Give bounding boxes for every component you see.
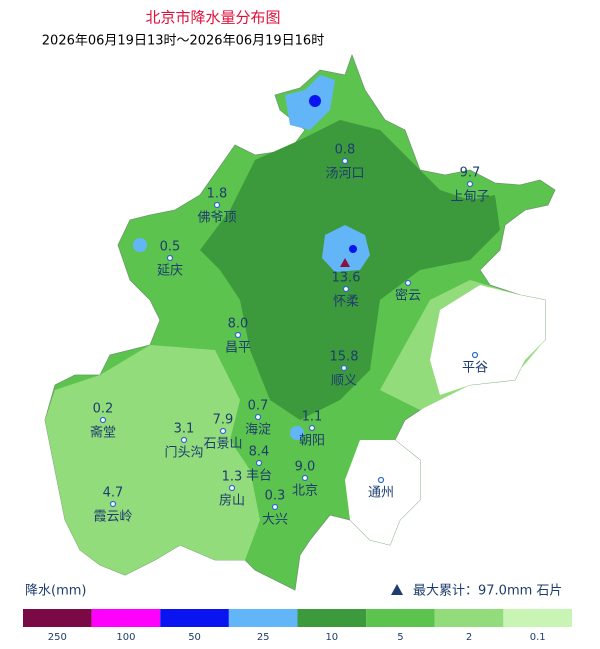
subtitle: 2026年06月19日13时～2026年06月19日16时 (42, 34, 324, 49)
station-dot (109, 500, 117, 508)
station-dot (228, 484, 236, 492)
station-name: 丰台 (246, 469, 272, 484)
station-value: 13.6 (332, 271, 361, 286)
station-value: 3.1 (174, 422, 195, 437)
max-note: 最大累计：97.0mm 石片 (413, 584, 562, 599)
station-dot (271, 503, 279, 511)
station-name: 门头沟 (164, 446, 203, 461)
legend-label: 25 (257, 632, 270, 643)
station-name: 朝阳 (299, 434, 325, 449)
station-dot (404, 279, 412, 287)
station-value: 4.7 (103, 486, 124, 501)
station-dot (254, 413, 262, 421)
station-name: 密云 (395, 288, 421, 304)
station-name: 平谷 (462, 361, 488, 376)
title: 北京市降水量分布图 (145, 9, 280, 27)
white-zone (345, 440, 420, 545)
max-marker (340, 258, 350, 267)
light-zone (45, 345, 260, 575)
legend-label: 250 (48, 632, 67, 643)
station-value: 0.7 (248, 399, 269, 414)
legend-label: 50 (188, 632, 201, 643)
station-name: 斋堂 (90, 425, 116, 441)
station-dot (213, 201, 221, 209)
station-name: 北京 (292, 484, 318, 499)
stations: 0.8 汤河口 9.7 上甸子 1.8 佛爷顶 0.5 延庆 13.6 怀柔 密云 8.0 昌平 15.8… (90, 143, 490, 528)
station-dot (301, 474, 309, 482)
legend-label: 10 (325, 632, 338, 643)
legend-label: 0.1 (530, 632, 546, 643)
legend-swatch (434, 609, 504, 627)
legend-label: 2 (466, 632, 472, 643)
station-dot (180, 436, 188, 444)
station-dot (308, 424, 316, 432)
station-value: 0.2 (93, 402, 114, 417)
station-dot (471, 351, 479, 359)
station-dot (219, 427, 227, 435)
station-name: 石景山 (203, 437, 242, 452)
station-name: 海淀 (245, 423, 271, 438)
legend-swatch (503, 609, 572, 627)
legend-swatch (23, 609, 92, 627)
station-value: 0.3 (265, 489, 286, 504)
station-dot (342, 285, 350, 293)
legend-swatch (91, 609, 161, 627)
rain-blob (322, 225, 370, 272)
legend-swatch (366, 609, 435, 627)
legend-title: 降水(mm) (25, 584, 86, 599)
station-value: 0.8 (335, 143, 356, 158)
station-dot (466, 180, 474, 188)
station-name: 延庆 (157, 264, 183, 279)
legend-swatch (297, 609, 367, 627)
station-name: 通州 (368, 486, 394, 501)
rain-blob (133, 238, 147, 252)
station-value: 15.8 (330, 350, 359, 365)
station-name: 房山 (219, 493, 245, 509)
map (44, 53, 556, 591)
rain-blob (290, 426, 304, 440)
station-value: 1.1 (302, 410, 323, 425)
station-value: 8.0 (228, 317, 249, 332)
station-name: 大兴 (262, 513, 288, 528)
station-name: 汤河口 (325, 167, 364, 182)
station-value: 9.0 (295, 460, 316, 475)
max-icon (391, 584, 403, 595)
station-dot (166, 254, 174, 262)
station-name: 昌平 (225, 341, 251, 356)
station-dot (99, 416, 107, 424)
legend-swatch (160, 609, 229, 627)
station-value: 1.3 (222, 470, 243, 485)
legend: 250 100 50 25 10 5 2 0.1 (23, 609, 572, 643)
station-value: 0.5 (160, 240, 181, 255)
station-name: 顺义 (331, 374, 357, 389)
station-name: 佛爷顶 (197, 211, 236, 226)
legend-label: 5 (397, 632, 403, 643)
station-dot (340, 364, 348, 372)
rain-core (309, 95, 321, 107)
station-dot (341, 157, 349, 165)
station-value: 7.9 (213, 413, 234, 428)
station-dot (255, 459, 263, 467)
white-zone (430, 285, 545, 395)
station-name: 怀柔 (333, 295, 359, 310)
station-name: 上甸子 (450, 190, 489, 205)
legend-label: 100 (116, 632, 135, 643)
station-dot (377, 476, 385, 484)
rain-core (349, 245, 357, 253)
station-value: 8.4 (249, 445, 270, 460)
station-dot (234, 331, 242, 339)
station-name: 霞云岭 (93, 510, 132, 525)
legend-swatch (228, 609, 298, 627)
station-value: 1.8 (207, 187, 228, 202)
station-value: 9.7 (460, 166, 481, 181)
